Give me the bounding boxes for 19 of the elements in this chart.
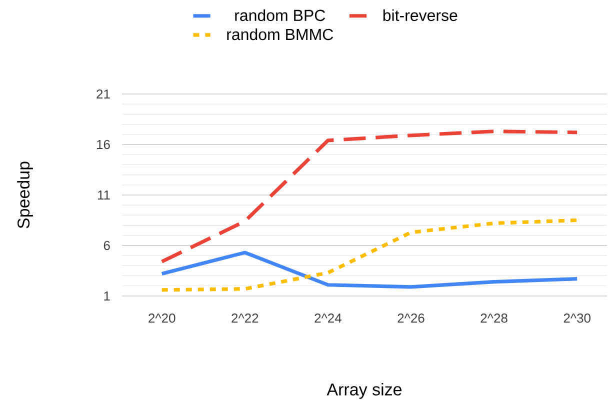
x-tick-label: 2^28 [480, 314, 508, 323]
legend-label: bit-reverse [383, 9, 458, 22]
y-tick-label: 6 [104, 240, 110, 250]
line-series [160, 130, 579, 264]
x-tick-label: 2^22 [232, 314, 258, 323]
legend-label: random BPC [235, 9, 326, 22]
x-tick-label: 2^26 [398, 314, 424, 323]
x-tick-label: 2^30 [564, 314, 590, 323]
legend-label: random BMMC [227, 28, 334, 40]
x-axis-title: Array size [326, 383, 402, 399]
y-tick-label: 21 [96, 89, 110, 99]
line-series [160, 218, 579, 292]
x-tick-label: 2^24 [314, 314, 342, 323]
y-tick-label: 1 [104, 292, 110, 300]
y-tick-label: 11 [98, 190, 110, 200]
x-tick-label: 2^20 [148, 314, 176, 323]
y-tick-label: 16 [97, 140, 110, 150]
line-series [160, 250, 579, 289]
y-axis-title: Speedup [17, 162, 33, 228]
